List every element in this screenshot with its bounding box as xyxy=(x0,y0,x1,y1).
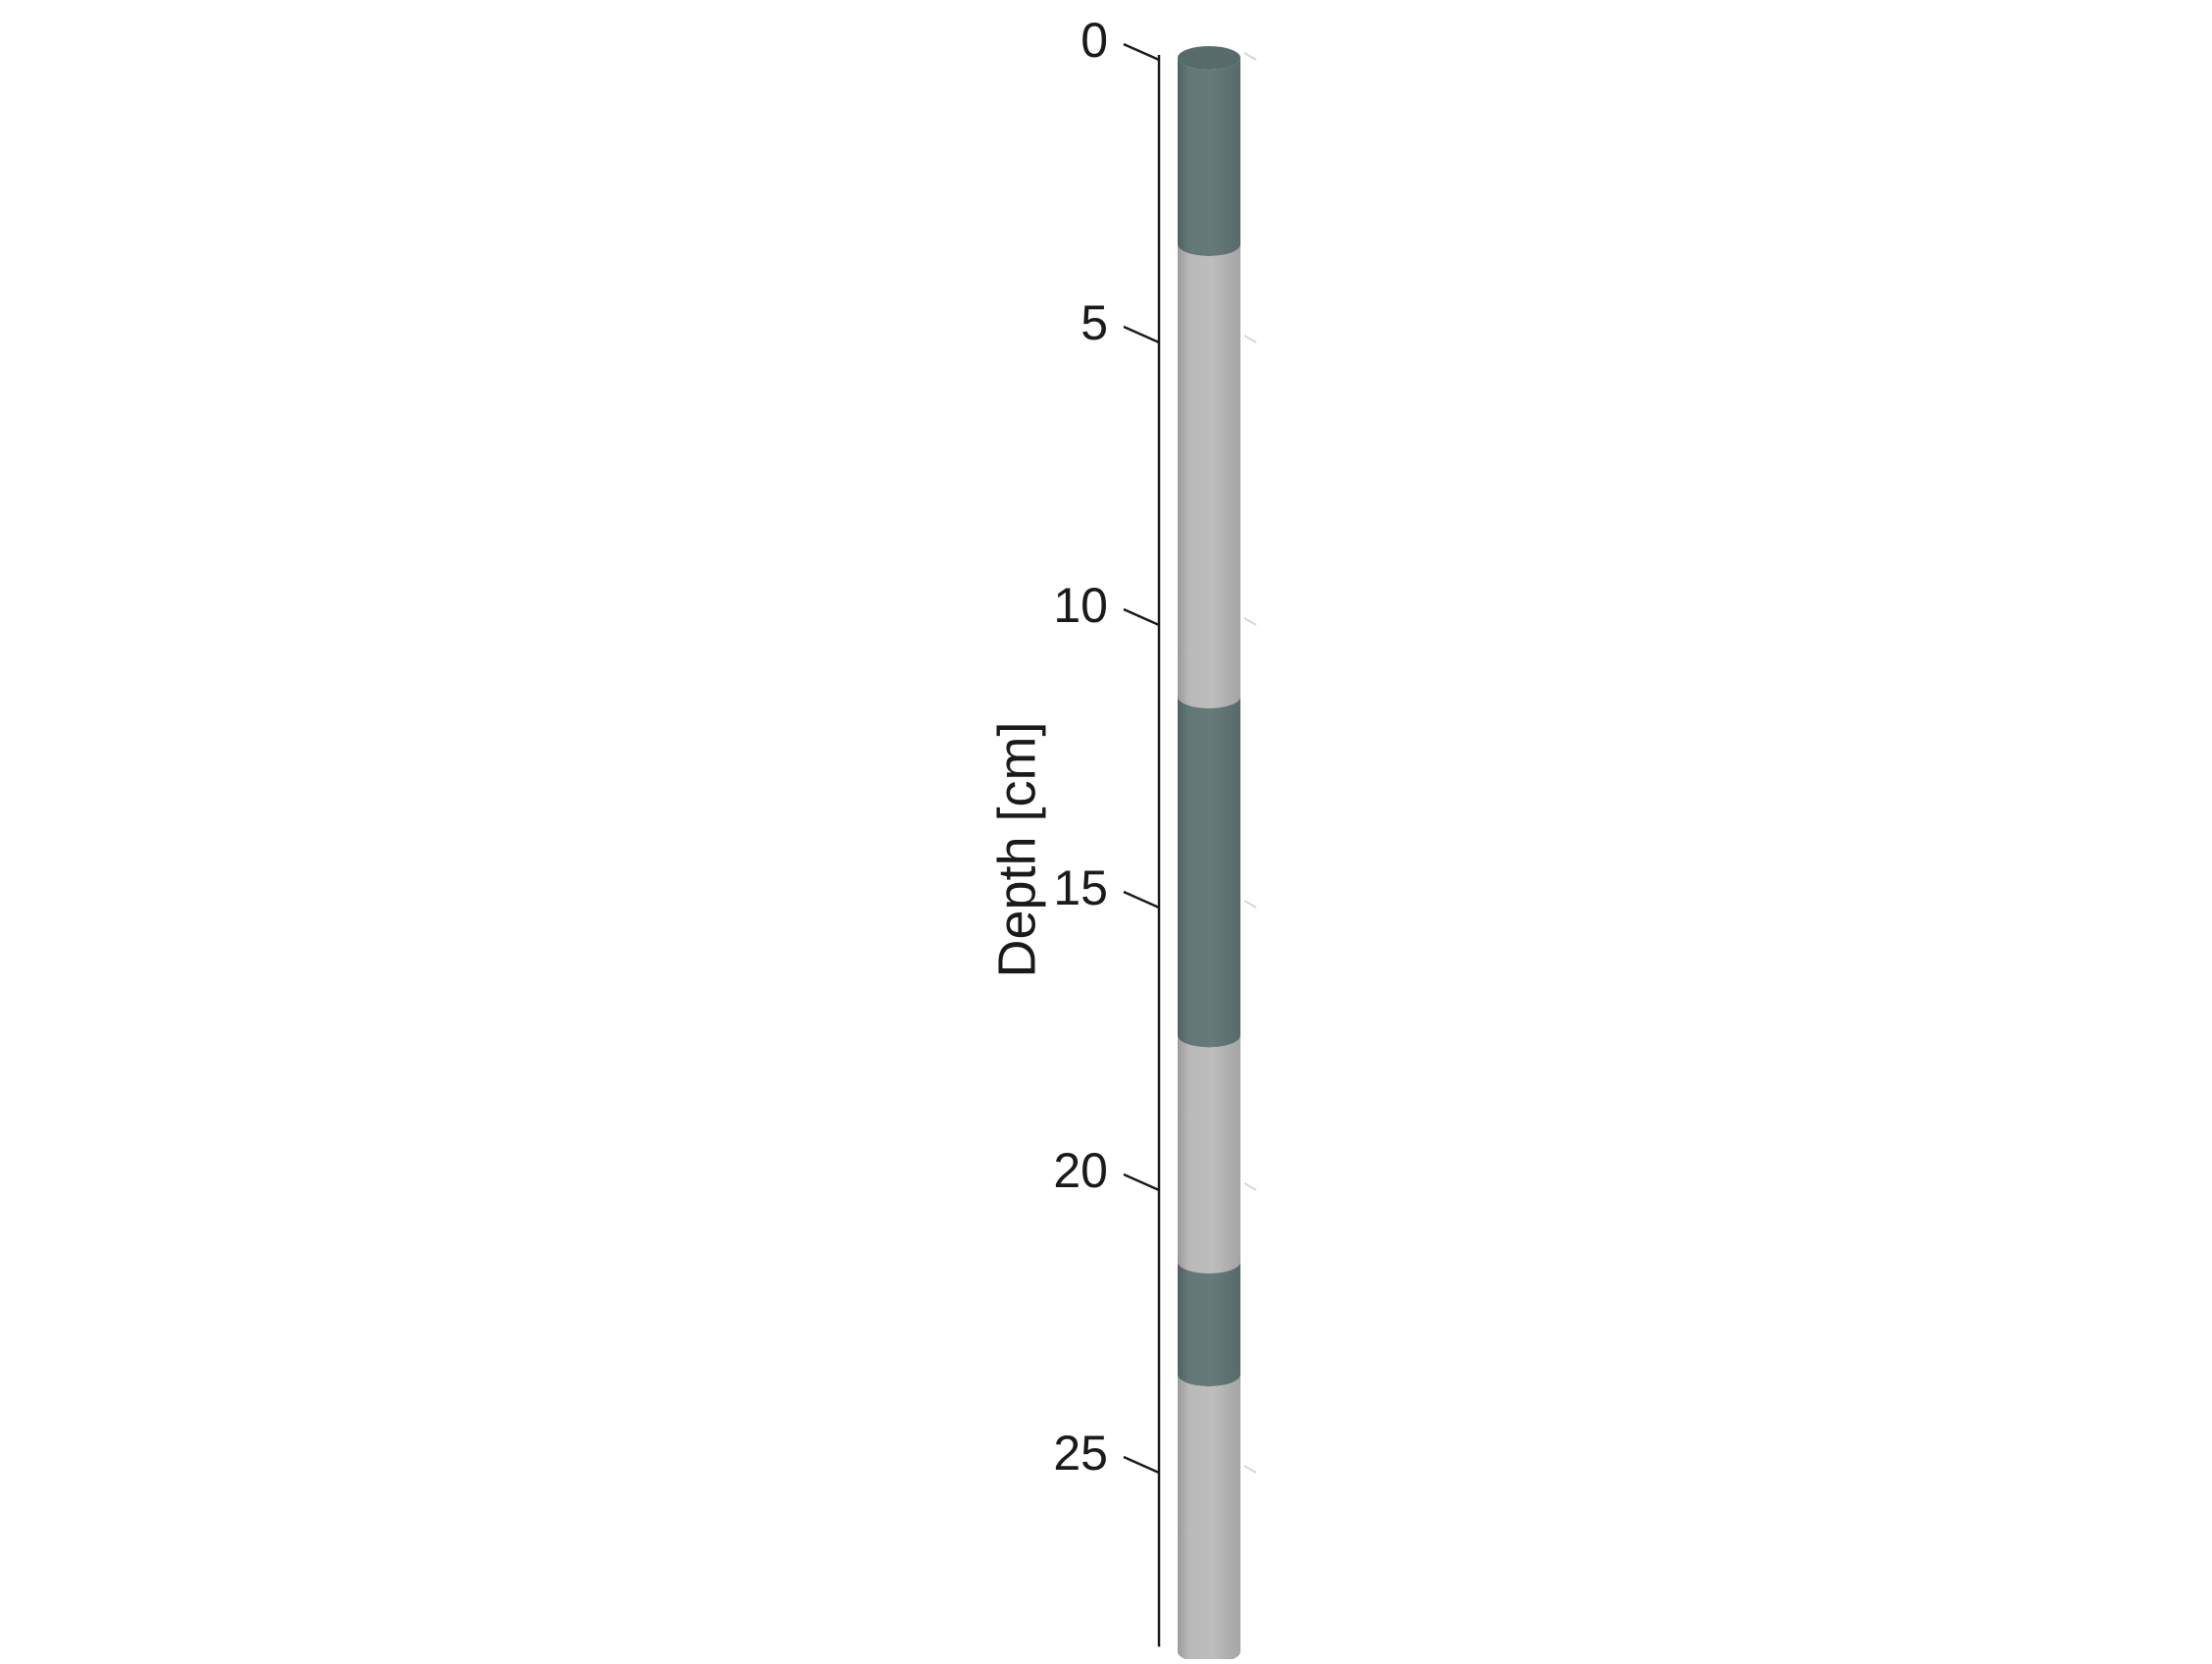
depth-tick-label: 15 xyxy=(1053,860,1108,915)
core-top-cap xyxy=(1178,46,1240,70)
depth-tick-mark xyxy=(1123,607,1160,627)
core-segment-light-3 xyxy=(1178,1035,1240,1274)
core-segment-dark-2 xyxy=(1178,696,1240,1048)
depth-tick-mark xyxy=(1123,42,1160,62)
depth-axis-ticks: 0 5 10 15 20 25 xyxy=(1053,13,1257,1481)
core-segments xyxy=(1178,46,1240,1664)
depth-tick-mark xyxy=(1123,325,1160,344)
faint-gridline xyxy=(1243,900,1257,909)
faint-gridline xyxy=(1243,1182,1257,1191)
faint-gridline xyxy=(1243,52,1257,61)
depth-tick-label: 20 xyxy=(1053,1143,1108,1198)
depth-axis: 0 5 10 15 20 25 Depth [cm] xyxy=(987,13,1257,1647)
depth-tick-label: 25 xyxy=(1053,1426,1108,1481)
depth-tick-label: 5 xyxy=(1080,295,1108,350)
core-segment-light-1 xyxy=(1178,244,1240,708)
core-segment-dark-4 xyxy=(1178,1261,1240,1387)
depth-tick-mark xyxy=(1123,1455,1160,1475)
faint-gridline xyxy=(1243,335,1257,343)
depth-tick-mark xyxy=(1123,890,1160,910)
depth-axis-title: Depth [cm] xyxy=(987,721,1046,977)
depth-tick-mark xyxy=(1123,1172,1160,1192)
depth-tick-label: 0 xyxy=(1080,13,1108,68)
faint-gridline xyxy=(1243,617,1257,626)
core-segment-light-5 xyxy=(1178,1375,1240,1664)
depth-tick-label: 10 xyxy=(1053,578,1108,633)
core-segment-dark-0 xyxy=(1178,58,1240,257)
faint-gridline xyxy=(1243,1465,1257,1474)
